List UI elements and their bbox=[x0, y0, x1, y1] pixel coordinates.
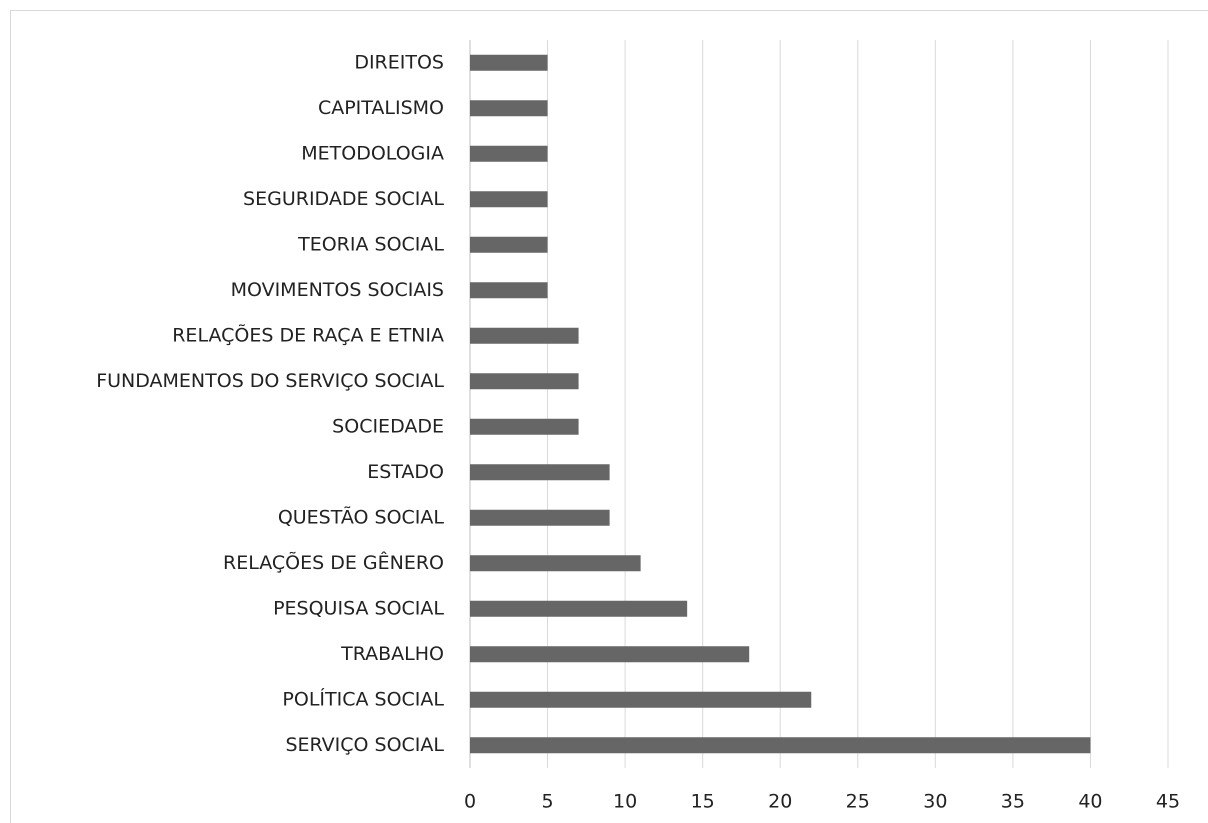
y-tick-label: ESTADO bbox=[367, 461, 444, 483]
y-tick-label: SEGURIDADE SOCIAL bbox=[243, 188, 444, 210]
x-tick-label: 20 bbox=[768, 791, 792, 813]
bar bbox=[470, 236, 548, 253]
bar bbox=[470, 737, 1091, 754]
y-tick-label: CAPITALISMO bbox=[318, 97, 444, 119]
y-tick-label: SERVIÇO SOCIAL bbox=[285, 734, 444, 756]
x-tick-label: 35 bbox=[1001, 791, 1025, 813]
bar bbox=[470, 282, 548, 299]
y-tick-label: QUESTÃO SOCIAL bbox=[278, 505, 445, 528]
y-tick-label: RELAÇÕES DE GÊNERO bbox=[223, 551, 444, 574]
bar bbox=[470, 691, 812, 708]
x-tick-label: 10 bbox=[613, 791, 637, 813]
bar bbox=[470, 418, 579, 435]
bar bbox=[470, 464, 610, 481]
bar bbox=[470, 327, 579, 344]
y-tick-label: MOVIMENTOS SOCIAIS bbox=[231, 279, 444, 301]
bar bbox=[470, 509, 610, 526]
y-tick-label: FUNDAMENTOS DO SERVIÇO SOCIAL bbox=[96, 370, 444, 392]
chart-border bbox=[10, 10, 1208, 823]
bar bbox=[470, 100, 548, 117]
bar bbox=[470, 191, 548, 208]
bar bbox=[470, 145, 548, 162]
y-tick-label: POLÍTICA SOCIAL bbox=[282, 687, 444, 710]
bar bbox=[470, 646, 750, 663]
bar bbox=[470, 373, 579, 390]
y-tick-label: DIREITOS bbox=[354, 51, 444, 73]
x-tick-label: 5 bbox=[542, 791, 554, 813]
x-tick-label: 0 bbox=[464, 791, 476, 813]
y-tick-label: PESQUISA SOCIAL bbox=[273, 597, 444, 619]
x-tick-label: 30 bbox=[923, 791, 947, 813]
x-tick-label: 25 bbox=[846, 791, 870, 813]
bar bbox=[470, 600, 688, 617]
y-tick-label: TEORIA SOCIAL bbox=[297, 233, 444, 255]
bar bbox=[470, 54, 548, 71]
bar bbox=[470, 555, 641, 572]
x-tick-label: 15 bbox=[691, 791, 715, 813]
y-tick-label: METODOLOGIA bbox=[301, 142, 444, 164]
y-tick-label: TRABALHO bbox=[340, 643, 444, 665]
y-tick-label: SOCIEDADE bbox=[332, 415, 444, 437]
y-tick-label: RELAÇÕES DE RAÇA E ETNIA bbox=[172, 323, 444, 346]
x-tick-label: 40 bbox=[1078, 791, 1102, 813]
x-tick-label: 45 bbox=[1156, 791, 1180, 813]
